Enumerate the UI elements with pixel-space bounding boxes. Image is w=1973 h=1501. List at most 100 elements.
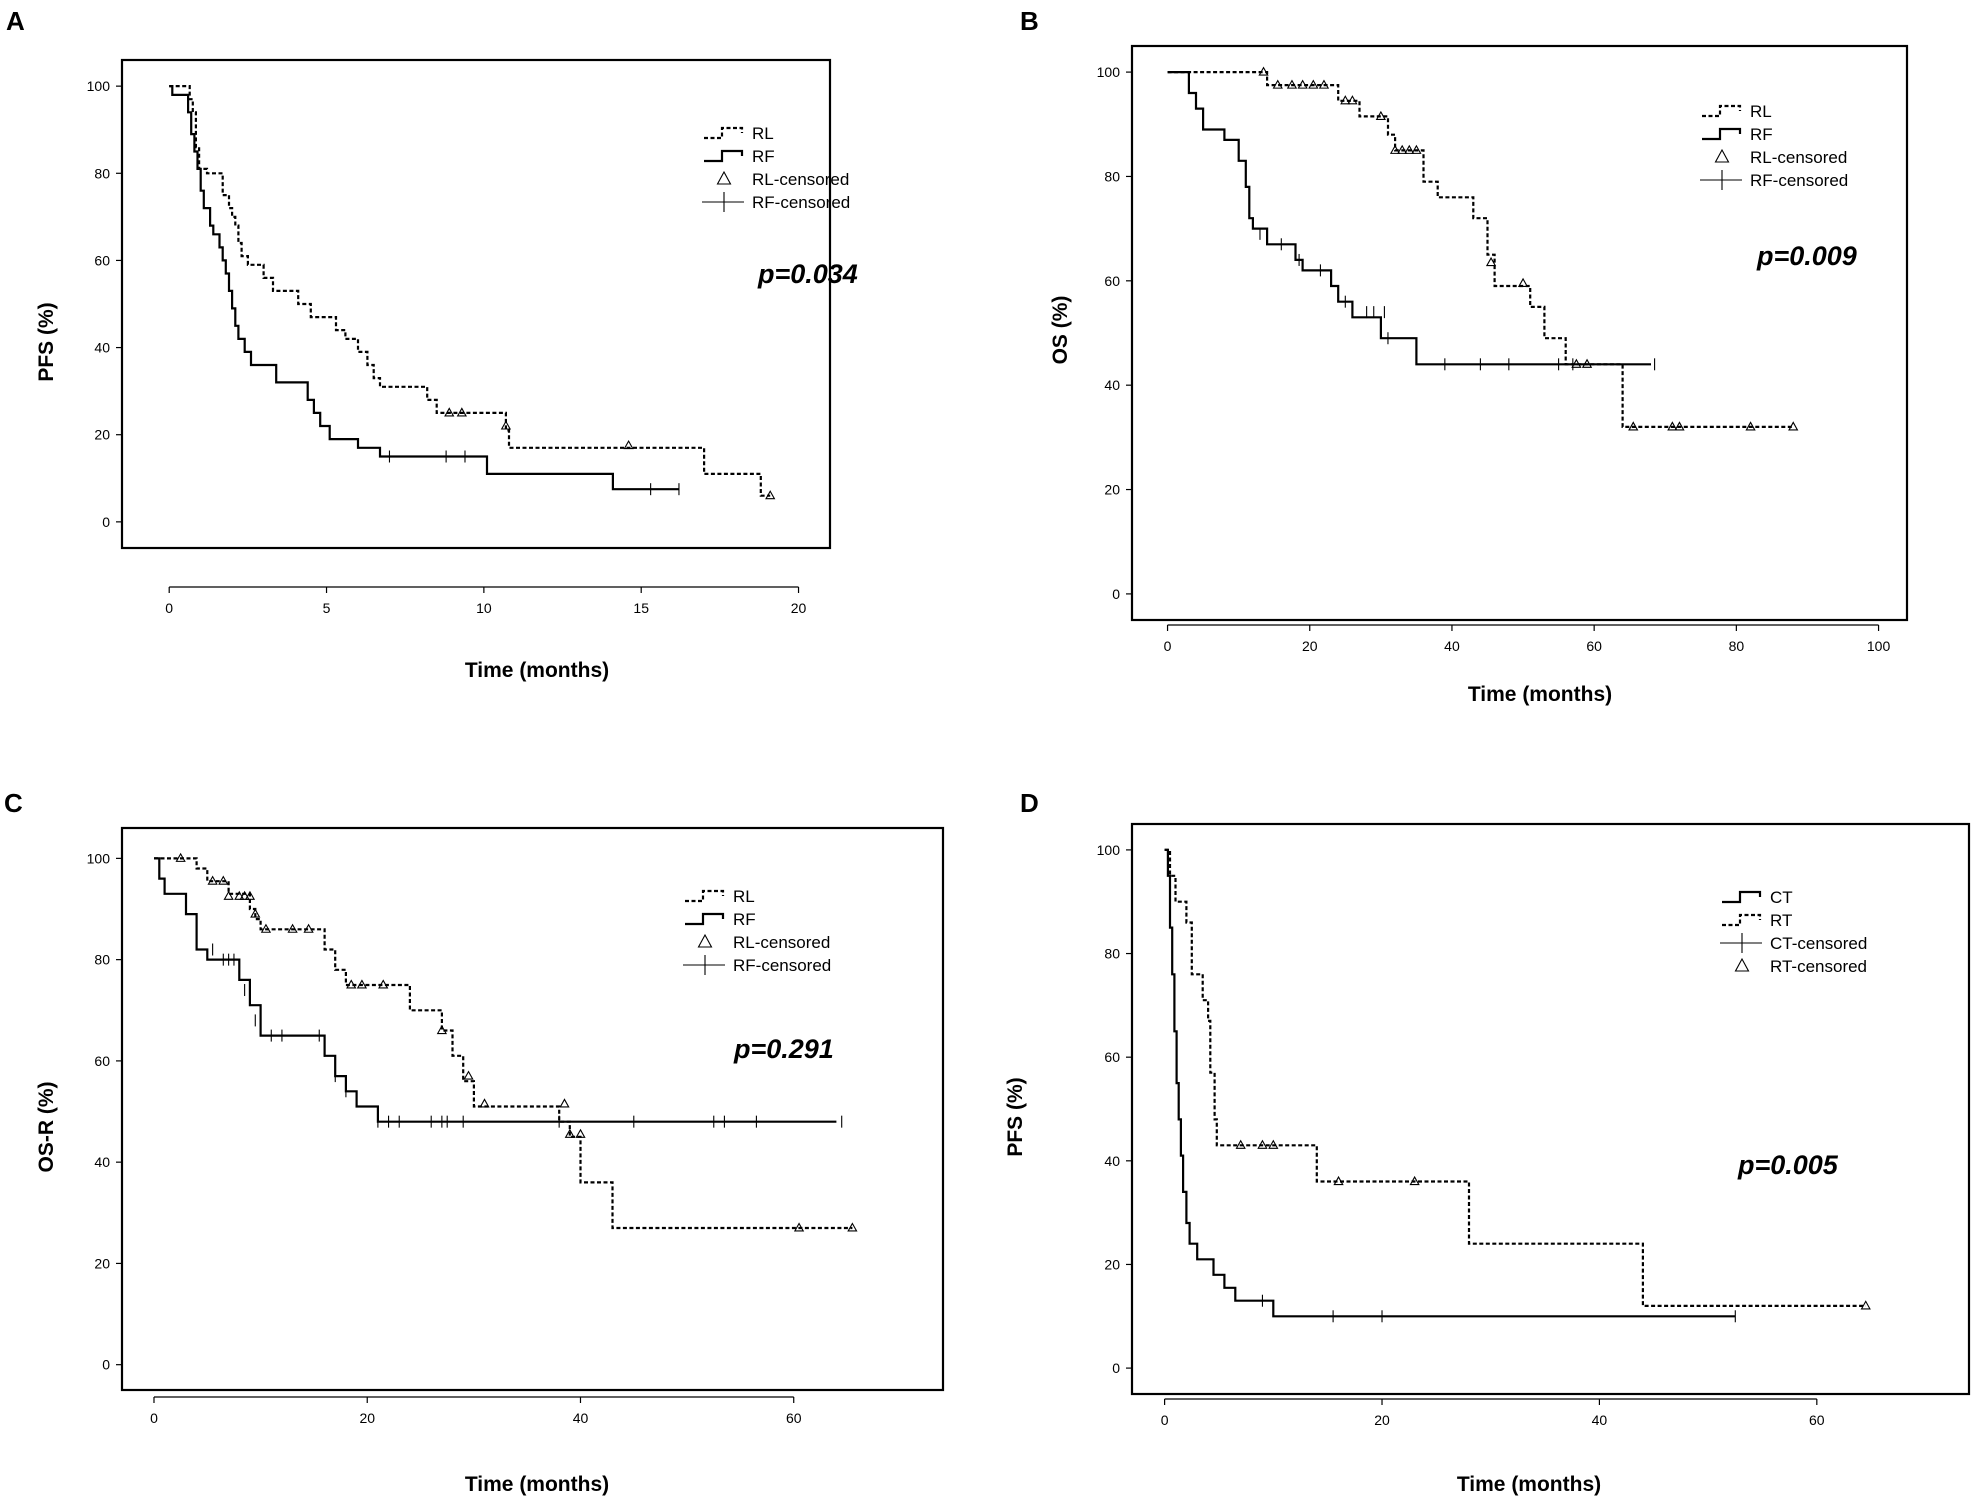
panel-d-legend-label: RT-censored (1770, 957, 1867, 976)
panel-d-legend-label: CT-censored (1770, 934, 1867, 953)
panel-b-rl-censor-mark (1667, 421, 1678, 431)
panel-d-rt-censor-mark (1257, 1139, 1268, 1149)
panel-b-rl-censor-mark (1517, 277, 1529, 287)
panel-d-y-tick-label: 100 (1097, 842, 1121, 858)
panel-a-legend-swatch (704, 149, 744, 163)
panel-a-series-rl-line (169, 85, 771, 497)
panel-c-y-tick-label: 0 (102, 1357, 110, 1373)
panel-c-y-tick-label: 40 (94, 1154, 110, 1170)
panel-c-legend-label: RF (733, 910, 756, 929)
panel-c-y-axis-title: OS-R (%) (35, 1082, 58, 1173)
panel-c-legend-label: RL-censored (733, 933, 830, 952)
panel-b-rl-censor-mark (1375, 110, 1386, 120)
panel-b-legend-label: RL (1750, 102, 1772, 121)
panel-b-legend-triangle-icon (1714, 148, 1730, 163)
panel-c-y-tick-label: 20 (94, 1255, 110, 1271)
panel-d-y-tick-label: 20 (1104, 1256, 1120, 1272)
panel-b-p-value: p=0.009 (1756, 241, 1857, 271)
panel-c-legend-triangle-icon (697, 933, 713, 948)
panel-b-y-tick-label: 0 (1112, 586, 1120, 602)
panel-a-legend-swatch (704, 126, 744, 140)
panel-d-legend-swatch (1722, 913, 1762, 927)
panel-b-legend-label: RL-censored (1750, 148, 1847, 167)
panel-c-p-value: p=0.291 (733, 1034, 834, 1064)
panel-b-legend-label: RF-censored (1750, 171, 1848, 190)
panel-c-rl-censor-mark (303, 923, 314, 933)
panel-c-plot-frame (120, 826, 945, 1392)
panel-d-x-tick-label: 60 (1809, 1412, 1825, 1428)
panel-c-y-tick-label: 60 (94, 1053, 110, 1069)
panel-c-legend-swatch (685, 912, 725, 926)
panel-a: A p=0.034 Time (months) PFS (%) 0 5 10 15 20… (6, 6, 858, 682)
panel-b-series-rf-line (1167, 71, 1651, 366)
panel-b-x-tick-label: 60 (1586, 638, 1602, 654)
panel-d-legend-triangle-icon (1734, 957, 1750, 972)
panel-d-x-tick-label: 40 (1592, 1412, 1608, 1428)
panel-a-x-tick-label: 15 (633, 600, 649, 616)
panel-c-rl-censor-mark (223, 890, 234, 900)
panel-c-rl-censor-mark (378, 979, 389, 989)
panel-c-rl-censor-mark (847, 1222, 858, 1232)
panel-c-rl-censor-mark (207, 875, 218, 885)
panel-b-y-tick-label: 80 (1104, 168, 1120, 184)
panel-c-series-rf-line (154, 857, 837, 1123)
panel-a-y-tick-label: 100 (87, 78, 111, 94)
panel-b-rl-censor-mark (1272, 79, 1283, 89)
panel-d-rt-censor-mark (1333, 1175, 1344, 1186)
panel-d-p-value: p=0.005 (1737, 1150, 1839, 1180)
panel-a-series-rf-line (169, 85, 679, 491)
panel-b-x-tick-label: 100 (1867, 638, 1891, 654)
panel-b-y-tick-label: 40 (1104, 377, 1120, 393)
panel-a-y-tick-label: 0 (102, 514, 110, 530)
panel-c-x-tick-label: 20 (359, 1410, 375, 1426)
panel-c-y-tick-label: 100 (87, 850, 111, 866)
panel-d-plot-frame (1130, 822, 1971, 1396)
panel-c-rl-censor-mark (463, 1070, 474, 1080)
panel-c-rl-censor-mark (479, 1098, 490, 1108)
panel-d: D p=0.005 Time (months) PFS (%) 0 20 40 60 0… (1004, 788, 1971, 1496)
panel-b-rl-censor-mark (1628, 421, 1639, 431)
panel-d-letter: D (1020, 788, 1039, 818)
panel-b-y-tick-label: 20 (1104, 482, 1120, 498)
panel-c-x-tick-label: 0 (150, 1410, 158, 1426)
panel-b-rl-censor-mark (1318, 79, 1330, 89)
panel-a-x-tick-label: 10 (476, 600, 492, 616)
panel-a-y-axis-title: PFS (%) (35, 302, 58, 381)
panel-a-y-tick-label: 40 (94, 340, 110, 356)
panel-b-rl-censor-mark (1674, 421, 1685, 431)
panel-b-rl-censor-mark (1788, 421, 1799, 431)
panel-d-legend-swatch (1722, 890, 1762, 904)
panel-c-rl-censor-mark (218, 875, 229, 885)
panel-a-rl-censor-mark (500, 420, 512, 430)
panel-b-rl-censor-mark (1397, 144, 1408, 154)
panel-d-y-tick-label: 0 (1112, 1360, 1120, 1376)
panel-b-rl-censor-mark (1389, 144, 1401, 154)
panel-b-legend-swatch (1702, 127, 1742, 141)
panel-a-y-tick-label: 80 (94, 165, 110, 181)
panel-c-rl-censor-mark (250, 908, 261, 918)
panel-b-rl-censor-mark (1411, 144, 1422, 154)
panel-b-legend-label: RF (1750, 125, 1773, 144)
panel-c-legend-label: RF-censored (733, 956, 831, 975)
panel-c-rl-censor-mark (575, 1128, 586, 1138)
panel-d-y-tick-label: 80 (1104, 946, 1120, 962)
panel-a-plot-frame (120, 58, 832, 550)
panel-a-p-value: p=0.034 (757, 259, 858, 289)
panel-b-plot-frame (1130, 44, 1909, 622)
panel-a-legend-label: RF-censored (752, 193, 850, 212)
panel-b-x-axis-title: Time (months) (1468, 683, 1612, 706)
panel-c-rl-censor-mark (436, 1024, 448, 1035)
panel-b-rl-censor-mark (1485, 256, 1497, 267)
panel-c-rl-censor-mark (239, 890, 250, 900)
panel-d-legend-plus-icon (1720, 933, 1762, 953)
panel-c-rl-censor-mark (793, 1222, 805, 1232)
panel-b-series-rl-line (1167, 71, 1794, 428)
panel-a-legend-triangle-icon (716, 170, 732, 185)
panel-d-y-tick-label: 60 (1104, 1049, 1120, 1065)
panel-b-legend-plus-icon (1700, 170, 1742, 190)
panel-c-rl-censor-mark (564, 1128, 575, 1138)
panel-b-rl-censor-mark (1258, 66, 1269, 76)
panel-d-legend-label: CT (1770, 888, 1793, 907)
panel-b-rl-censor-mark (1745, 421, 1756, 431)
